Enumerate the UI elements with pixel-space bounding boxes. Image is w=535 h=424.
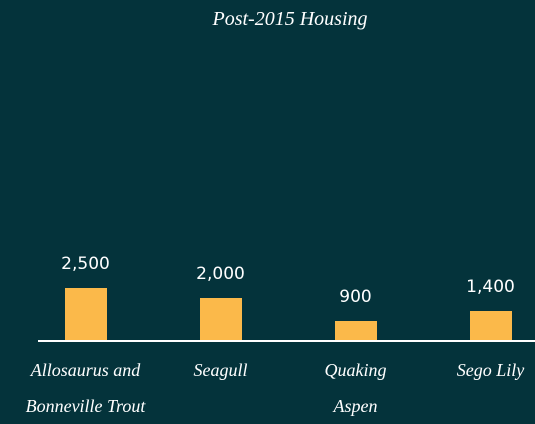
bar [470, 311, 512, 340]
x-tick-label: Quaking Aspen [316, 352, 396, 424]
bar [200, 298, 242, 340]
bar [335, 321, 377, 340]
x-tick-label: Sego Lily [421, 352, 535, 388]
x-tick-label: Allosaurus and Bonneville Trout [16, 352, 156, 424]
data-label: 2,500 [26, 254, 146, 274]
chart-title: Post-2015 Housing [0, 8, 535, 31]
bar [65, 288, 107, 340]
data-label: 900 [296, 287, 416, 307]
data-label: 1,400 [431, 277, 535, 297]
x-tick-label: Seagull [151, 352, 291, 388]
data-label: 2,000 [161, 264, 281, 284]
x-axis [38, 340, 535, 342]
